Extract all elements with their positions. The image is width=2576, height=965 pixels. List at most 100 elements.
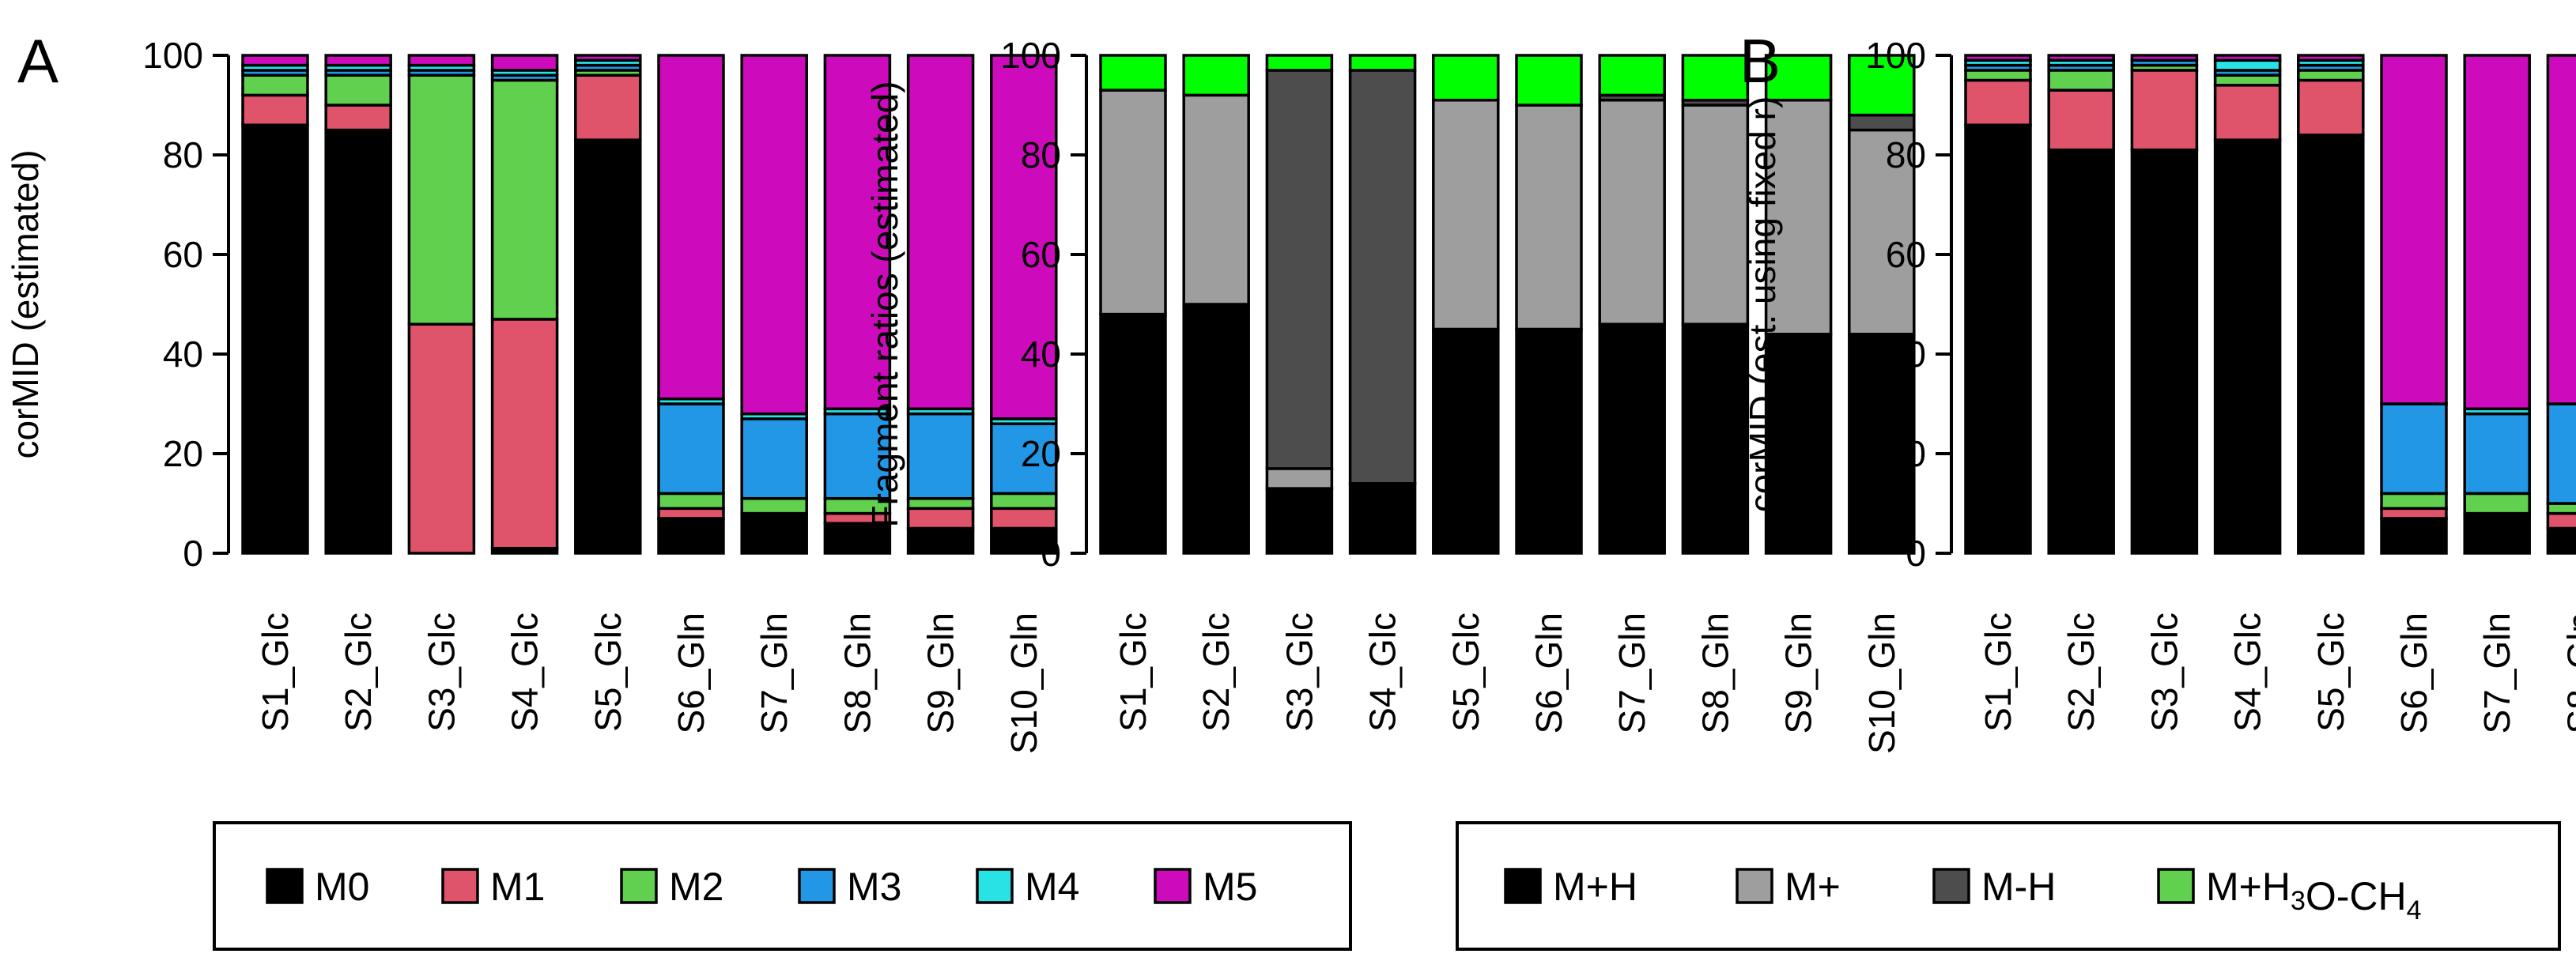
y-tick-label: 0 [1041,533,1061,574]
legend-label: M5 [1203,865,1257,909]
bar-segment-m-h3o-ch4-s4_glc [1348,54,1417,72]
bar-segment-m3-s6_gln [657,402,725,496]
bar-segment-m1-s9_gln [906,507,975,530]
bar-segment-m5-s9_gln [906,54,975,411]
chart-panel-1: 0 20 40 60 80 100 corMID (estimated) A S1_Glc S2_… [5,26,1058,754]
x-tick-label: S7_Gln [2476,613,2517,733]
bar-segment-m1-s4_glc [2213,84,2282,141]
bar-segment-m2-s3_glc [407,74,476,326]
legend-1: M0 M1 M2 M3 M4 M5 [213,821,1352,951]
bar-segment-m-h3o-ch4-s7_gln [1598,54,1666,97]
y-axis-title: Fragment ratios (estimated) [864,81,905,528]
bar-segment-m1-s6_gln [657,507,725,520]
bar-segment-m5-s3_glc [407,54,476,67]
legend-label: M4 [1025,865,1079,909]
x-tick-label: S6_Gln [2393,613,2434,733]
x-tick-label: S1_Glc [1977,613,2019,732]
bar-segment-m-h3o-ch4-s10_gln [1848,54,1916,117]
bar-segment-m0-s7_gln [740,511,808,555]
bar-segment-m1-s5_glc [574,74,642,141]
bar-segment-m3-s7_gln [2463,412,2531,496]
bar-segment-m-h3o-ch4-s2_glc [1182,54,1250,97]
legend-label: M+H [1553,865,1637,909]
bar-segment-m0-s9_gln [906,526,975,555]
bar-segment-m3-s10_gln [990,422,1058,496]
bar-segment-m2-s2_glc [2047,69,2115,92]
bar-segment-m2-s6_gln [657,492,725,511]
bar-segment-m0-s6_gln [2380,517,2448,555]
y-tick-label: 100 [1000,35,1061,76]
bar-segment-m-h3o-ch4-s3_glc [1265,54,1334,72]
bar-segment-m1-s4_glc [490,318,559,550]
x-tick-label: S1_Glc [255,613,296,732]
bar-segment-m0-s5_glc [574,138,642,555]
bar-segment-m--s7_gln [1598,98,1666,326]
y-tick-label: 40 [163,334,203,375]
x-tick-label: S2_Glc [338,613,379,732]
y-tick-label: 60 [1021,234,1061,275]
bar-segment-m--s2_glc [1182,93,1250,306]
bar-segment-m2-s4_glc [2213,74,2282,87]
bar-segment-m3-s8_gln [2546,402,2576,505]
bar-segment-m-h-s3_glc [1265,487,1334,555]
bar-segment-m1-s5_glc [2297,78,2365,137]
bar-segment-m1-s6_gln [2380,507,2448,520]
x-tick-label: S9_Gln [920,613,961,733]
bar-segment-m1-s1_glc [1964,78,2032,126]
y-tick-label: 100 [1865,35,1926,76]
bar-segment-m1-s1_glc [241,93,309,126]
x-tick-label: S3_Glc [421,613,462,732]
bar-segment-m2-s1_glc [1964,69,2032,82]
x-tick-label: S5_Glc [587,613,629,732]
bar-segment-m--s5_glc [1432,98,1500,331]
bar-segment-m5-s2_glc [324,54,392,67]
bar-segment-m2-s4_glc [490,78,559,321]
x-tick-label: S7_Gln [1611,613,1652,733]
x-tick-label: S6_Gln [1528,613,1569,733]
bar-segment-m--s6_gln [1515,104,1583,331]
x-tick-label: S4_Glc [2227,613,2268,732]
x-tick-label: S7_Gln [754,613,795,733]
y-tick-label: 100 [142,35,203,76]
bar-segment-m5-s5_glc [2297,54,2365,62]
y-tick-label: 60 [163,234,203,275]
x-tick-label: S1_Glc [1112,613,1154,732]
bar-segment-m1-s10_gln [990,507,1058,530]
bar-segment-m--s3_glc [1265,467,1334,490]
bar-segment-m5-s3_glc [2130,54,2199,62]
bar-segment-m0-s8_gln [2546,526,2576,555]
bar-segment-m5-s7_gln [740,54,808,416]
y-tick-label: 0 [1906,533,1926,574]
chart-panel-2: 0 20 40 60 80 100 Fragment ratios (estimated) S… [864,35,1916,754]
bar-segment-m--s10_gln [1848,128,1916,336]
x-tick-label: S5_Glc [2310,613,2351,732]
bar-segment-m-h3o-ch4-s6_gln [1515,54,1583,107]
bar-segment-m5-s8_gln [823,54,892,411]
bar-segment-m0-s6_gln [657,517,725,555]
x-tick-label: S2_Glc [2060,613,2102,732]
y-tick-label: 20 [1021,433,1061,474]
bar-segment-m3-s7_gln [740,417,808,500]
legends: M0 M1 M2 M3 M4 M5 M+H M+ M-H M+H3O-CH4 [213,821,2561,951]
y-axis-title: corMID (est. using fixed r) [1742,96,1783,513]
bar-segment-m2-s6_gln [2380,492,2448,511]
x-tick-label: S10_Gln [1861,613,1902,754]
x-tick-label: S10_Gln [1003,613,1044,754]
y-tick-label: 80 [163,134,203,175]
bar-segment-m2-s2_glc [324,74,392,107]
y-axis-title: corMID (estimated) [5,149,46,458]
x-tick-label: S3_Glc [2144,613,2185,732]
bar-segment-m-h-s10_gln [1848,113,1916,132]
bar-segment-m-h-s6_gln [1515,327,1583,555]
legend-swatch [1154,868,1192,904]
bar-segment-m1-s3_glc [2130,69,2199,152]
legend-swatch [441,868,479,904]
bar-segment-m-h-s7_gln [1598,322,1666,555]
bar-segment-m2-s10_gln [990,492,1058,511]
legend-label: M+H3O-CH4 [2206,865,2422,925]
x-tick-label: S9_Gln [1778,613,1819,733]
bar-segment-m-h-s8_gln [1681,322,1750,555]
bar-segment-m1-s3_glc [407,322,476,555]
legend-swatch [976,868,1014,904]
bar-segment-m-h-s2_glc [1182,303,1250,555]
